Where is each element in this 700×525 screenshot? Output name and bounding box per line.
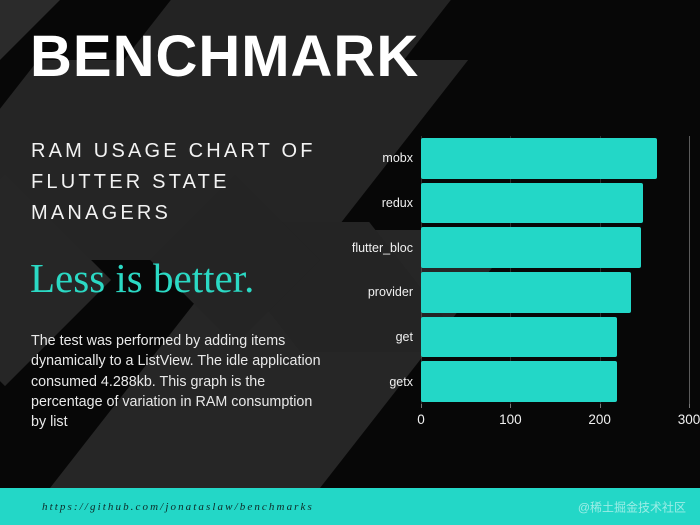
chart-category-label: redux xyxy=(381,195,413,210)
chart-bar-row: mobx xyxy=(382,136,689,181)
ram-usage-bar-chart: 0 100 200 300 mobx redux flutter_bloc provider g… xyxy=(335,132,700,452)
chart-plot-area: 0 100 200 300 mobx redux flutter_bloc provider g… xyxy=(352,136,700,427)
chart-category-label: mobx xyxy=(382,151,413,166)
chart-bar xyxy=(421,227,641,268)
chart-bar-row: get xyxy=(396,315,689,360)
chart-x-tick-label: 100 xyxy=(499,412,522,427)
chart-gridline xyxy=(421,136,422,404)
chart-bar-row: flutter_bloc xyxy=(352,225,689,270)
chart-bar xyxy=(421,361,617,402)
chart-bar xyxy=(421,316,617,358)
chart-x-tick-label: 300 xyxy=(677,412,700,427)
footer-bar: https://github.com/jonataslaw/benchmarks… xyxy=(0,488,700,525)
chart-bar xyxy=(421,271,631,313)
chart-bar xyxy=(421,182,644,224)
chart-category-label: provider xyxy=(367,285,413,300)
chart-x-tick-label: 200 xyxy=(588,412,611,427)
body-description: The test was performed by adding items d… xyxy=(31,333,321,431)
chart-x-tickmark xyxy=(599,404,601,408)
chart-gridline xyxy=(599,136,601,404)
chart-bar-row: getx xyxy=(389,359,689,404)
chart-x-tickmark xyxy=(421,404,422,408)
chart-bar-row: provider xyxy=(368,270,689,315)
tagline: Less is better. xyxy=(30,255,255,301)
chart-bar xyxy=(421,138,657,179)
watermark-label: @稀土掘金技术社区 xyxy=(577,500,686,514)
chart-category-label: flutter_bloc xyxy=(351,240,413,255)
chart-category-label: get xyxy=(395,329,413,344)
chart-gridline xyxy=(689,136,690,404)
page-title: BENCHMARK xyxy=(30,24,420,89)
chart-bar-row: redux xyxy=(382,181,689,226)
chart-gridline xyxy=(510,136,512,404)
chart-x-tick-label: 0 xyxy=(417,412,425,427)
chart-x-tickmark xyxy=(689,404,690,408)
page-subtitle: RAM usage chart of flutter state manager… xyxy=(31,140,316,224)
chart-category-label: getx xyxy=(389,374,413,389)
chart-x-tickmark xyxy=(510,404,512,408)
repository-url[interactable]: https://github.com/jonataslaw/benchmarks xyxy=(42,500,314,513)
